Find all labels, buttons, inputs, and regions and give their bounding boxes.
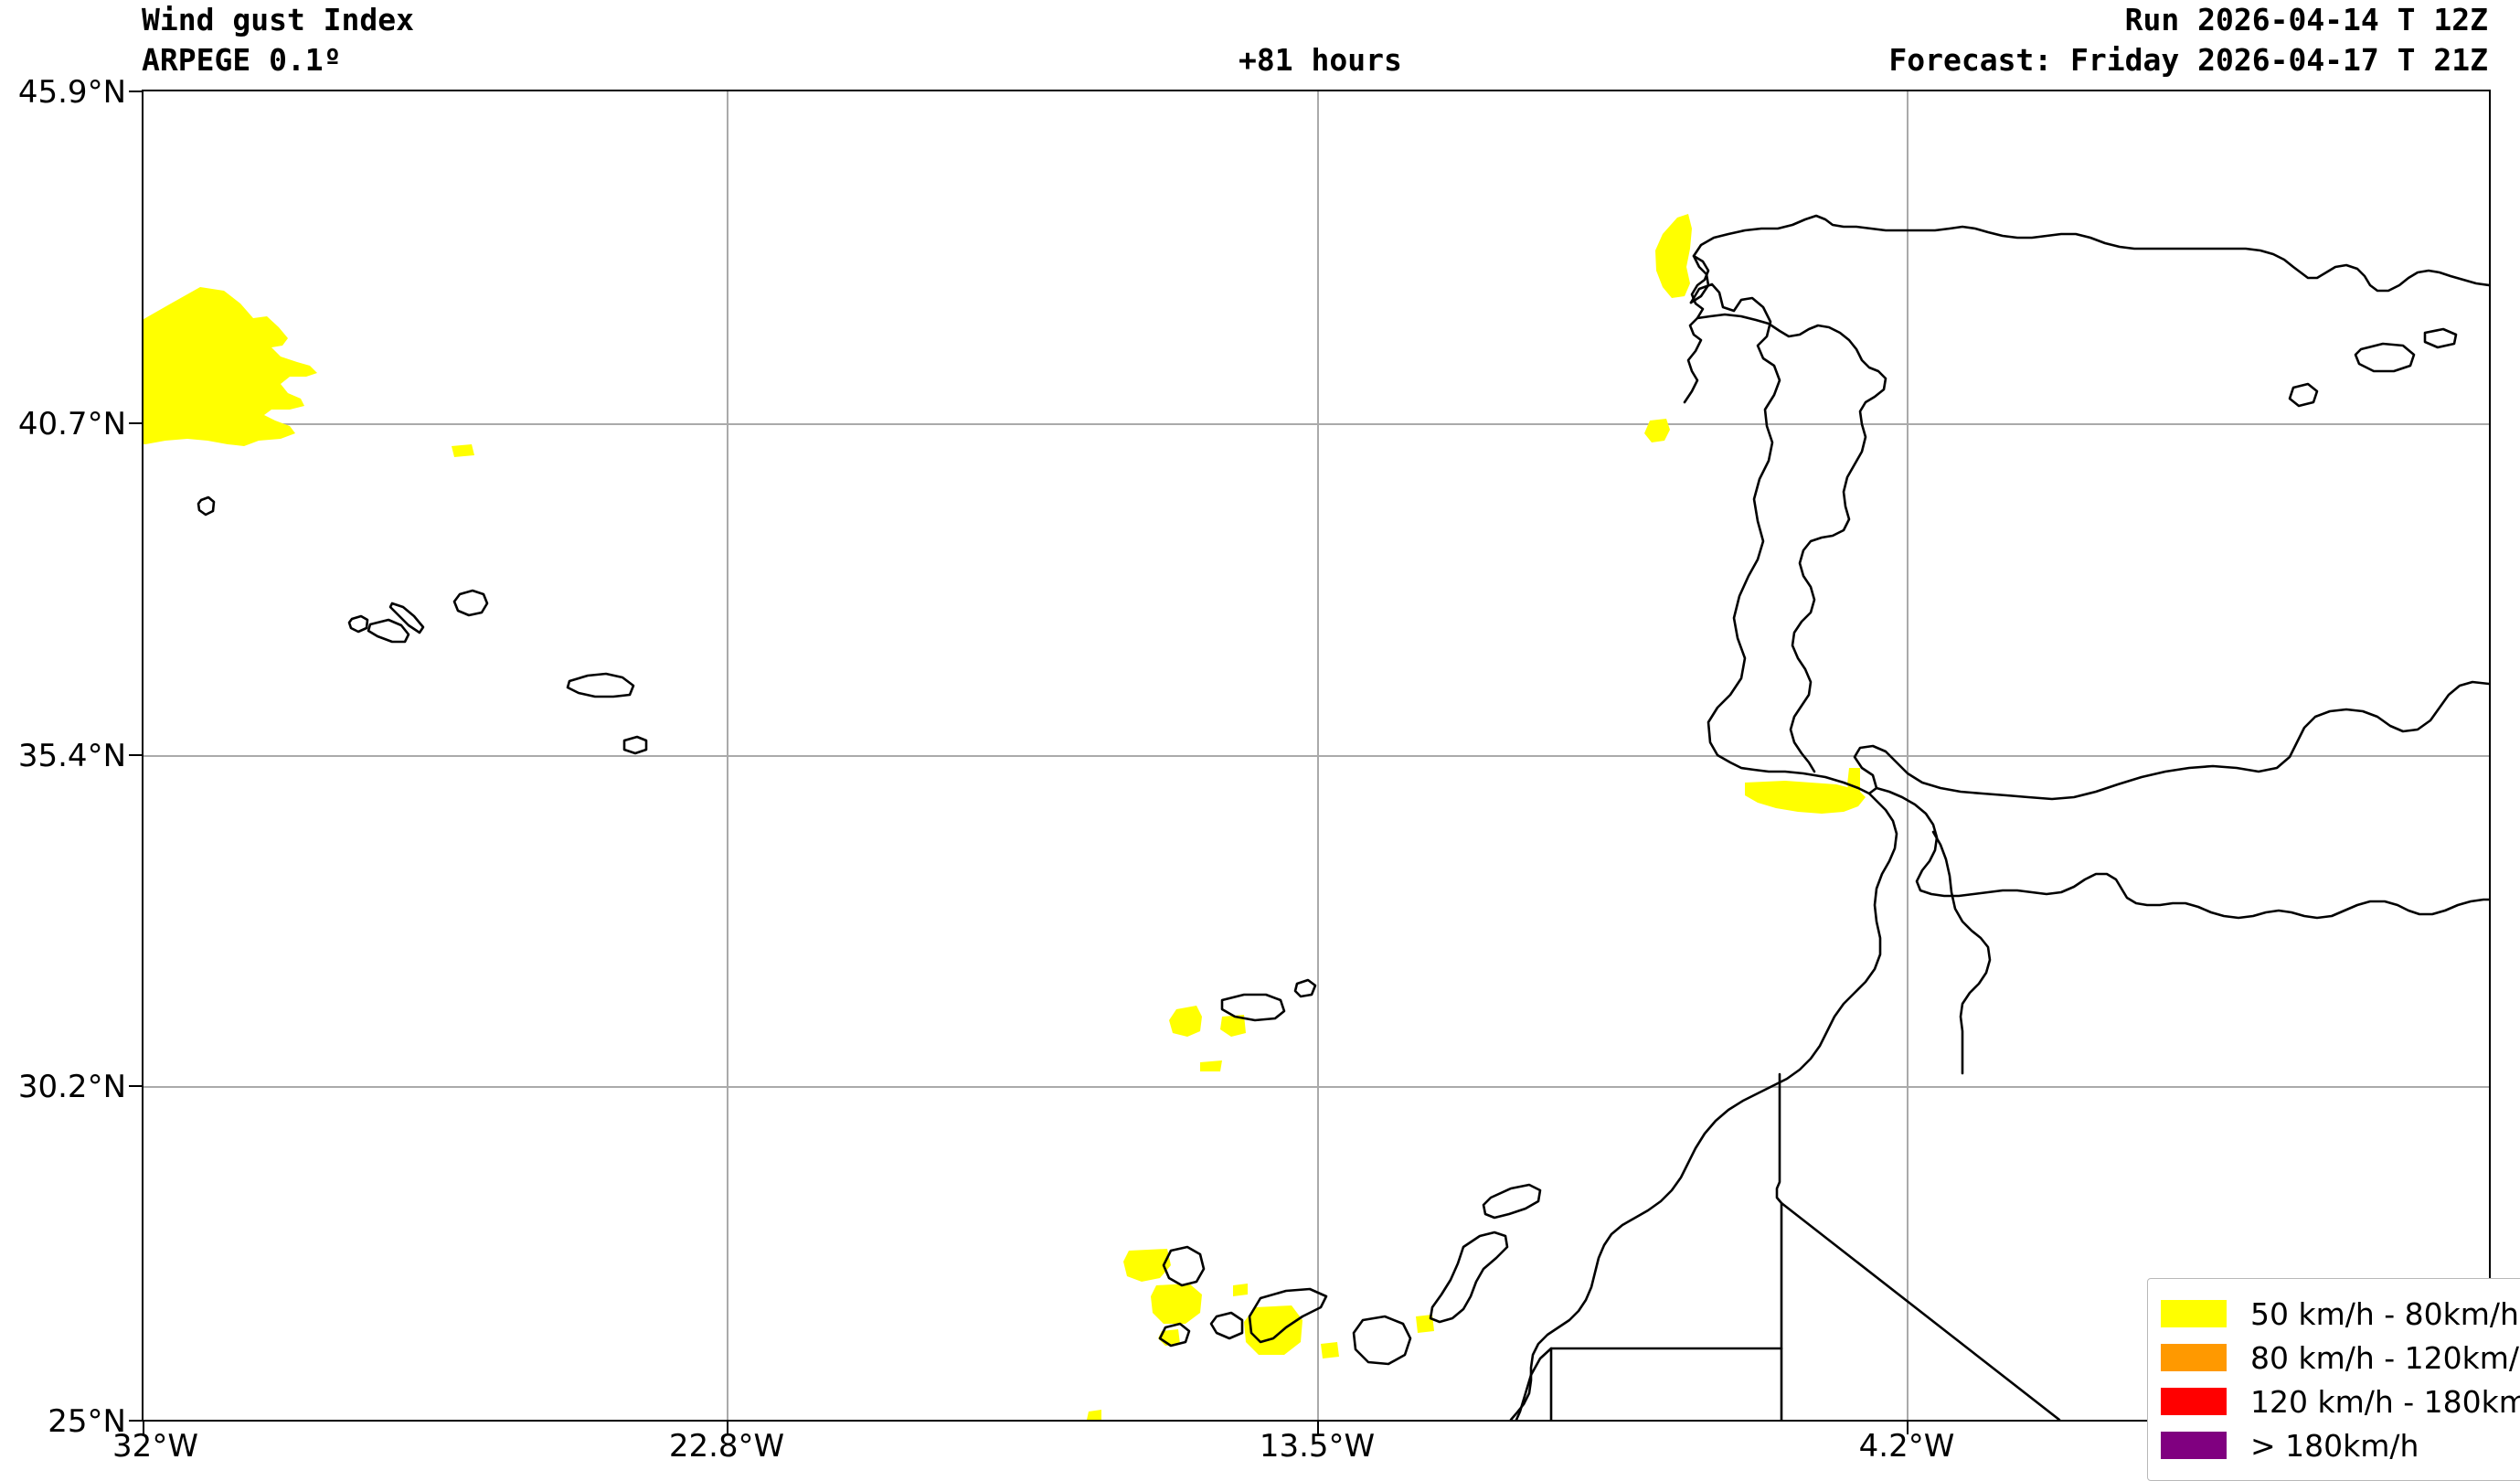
gust-canary-fuerteventura bbox=[1416, 1315, 1434, 1333]
legend-label-120-180: 120 km/h - 180km/h bbox=[2250, 1383, 2520, 1420]
run-timestamp: Run 2026-04-14 T 12Z bbox=[2124, 2, 2488, 37]
gust-canary-tenerife bbox=[1244, 1305, 1303, 1355]
island-ibiza bbox=[2288, 382, 2319, 408]
island-sao-miguel bbox=[566, 672, 635, 698]
border-sahara-coast-step bbox=[1515, 1347, 1553, 1420]
map-vector-layer bbox=[144, 91, 2489, 1420]
islands-madeira bbox=[1220, 978, 1317, 1022]
island-madeira bbox=[1220, 993, 1286, 1022]
island-flores bbox=[197, 495, 216, 517]
coastline-iberia bbox=[1689, 282, 2489, 801]
legend-label-80-120: 80 km/h - 120km/h bbox=[2250, 1339, 2520, 1376]
border-mauritania-diagonal bbox=[1780, 1201, 2061, 1420]
coastline-layer bbox=[197, 214, 2489, 1420]
y-tick-30-2 bbox=[129, 1085, 144, 1087]
gust-canary-gomera bbox=[1151, 1284, 1202, 1324]
y-tick-25 bbox=[129, 1420, 144, 1422]
chart-header: Wind gust Index ARPEGE 0.1º +81 hours Ru… bbox=[0, 0, 2520, 91]
islands-azores bbox=[197, 495, 648, 755]
y-axis-label-35-4: 35.4°N bbox=[17, 738, 126, 774]
island-terceira bbox=[452, 589, 489, 617]
island-santa-maria bbox=[622, 735, 648, 755]
legend-item-120-180: 120 km/h - 180km/h bbox=[2161, 1380, 2520, 1423]
x-tick-32w bbox=[143, 1422, 144, 1434]
gust-azores-central-large bbox=[144, 287, 317, 446]
x-axis-label-13-5w: 13.5°W bbox=[1259, 1428, 1376, 1465]
x-tick-13-5w bbox=[1317, 1422, 1319, 1434]
gust-azores-east-sliver bbox=[452, 444, 474, 457]
legend-swatch-orange bbox=[2161, 1344, 2227, 1371]
y-axis-label-25: 25°N bbox=[48, 1403, 126, 1440]
legend-item-over-180: > 180km/h bbox=[2161, 1423, 2520, 1467]
island-mallorca bbox=[2354, 342, 2416, 373]
gust-madeira-south bbox=[1200, 1060, 1222, 1071]
lead-time-label: +81 hours bbox=[1239, 42, 1402, 78]
legend-item-80-120: 80 km/h - 120km/h bbox=[2161, 1336, 2520, 1380]
x-axis-label-4-2w: 4.2°W bbox=[1858, 1428, 1955, 1465]
gust-gulf-of-cadiz bbox=[1745, 781, 1866, 814]
island-lanzarote bbox=[1482, 1183, 1542, 1220]
island-faial bbox=[347, 614, 369, 634]
coastline-maghreb-mediterranean bbox=[1875, 786, 2489, 920]
island-la-gomera bbox=[1209, 1311, 1244, 1340]
island-la-palma bbox=[1162, 1245, 1206, 1287]
coastline-iberia-north bbox=[1689, 214, 2489, 304]
gust-canary-gran-canaria bbox=[1321, 1342, 1339, 1358]
legend-label-over-180: > 180km/h bbox=[2250, 1427, 2419, 1464]
border-western-sahara bbox=[1775, 1072, 1783, 1420]
border-mauritania-north bbox=[1549, 1347, 1783, 1420]
graticule-gridlines bbox=[144, 91, 2489, 1420]
legend-swatch-purple bbox=[2161, 1432, 2227, 1459]
gust-cape-verde-north bbox=[1087, 1410, 1101, 1420]
island-porto-santo bbox=[1293, 978, 1317, 998]
island-sao-jorge bbox=[388, 602, 425, 634]
y-tick-40-7 bbox=[129, 422, 144, 424]
x-axis-label-32w: 32°W bbox=[112, 1428, 198, 1465]
gust-madeira-west bbox=[1169, 1006, 1202, 1037]
y-axis-label-30-2: 30.2°N bbox=[17, 1069, 126, 1105]
gust-gibraltar-strait bbox=[1847, 768, 1860, 801]
gust-portugal-west-coast bbox=[1644, 419, 1670, 442]
gust-madeira-se bbox=[1220, 1015, 1246, 1037]
islands-canary bbox=[1158, 1183, 1542, 1366]
y-axis-label-45-9: 45.9°N bbox=[17, 74, 126, 111]
model-subtitle: ARPEGE 0.1º bbox=[142, 42, 342, 78]
legend-box: 50 km/h - 80km/h 80 km/h - 120km/h 120 k… bbox=[2147, 1278, 2520, 1481]
x-tick-22-8w bbox=[727, 1422, 728, 1434]
border-morocco-algeria bbox=[1931, 830, 1992, 1075]
y-axis-label-40-7: 40.7°N bbox=[17, 406, 126, 442]
x-axis-label-22-8w: 22.8°W bbox=[668, 1428, 785, 1465]
legend-swatch-red bbox=[2161, 1388, 2227, 1415]
y-tick-35-4 bbox=[129, 754, 144, 756]
island-menorca bbox=[2423, 327, 2458, 349]
coastline-morocco bbox=[1509, 792, 1898, 1420]
island-tenerife bbox=[1248, 1287, 1328, 1344]
legend-label-50-80: 50 km/h - 80km/h bbox=[2250, 1295, 2519, 1332]
legend-item-50-80: 50 km/h - 80km/h bbox=[2161, 1292, 2520, 1336]
gust-galicia-coast bbox=[1655, 214, 1692, 298]
forecast-timestamp: Forecast: Friday 2026-04-17 T 21Z bbox=[1888, 42, 2488, 78]
legend-swatch-yellow bbox=[2161, 1300, 2227, 1327]
island-gran-canaria bbox=[1352, 1315, 1412, 1366]
island-el-hierro bbox=[1158, 1322, 1191, 1348]
islands-balearics bbox=[2288, 327, 2458, 408]
map-canvas bbox=[144, 91, 2489, 1420]
gust-canary-north-dash bbox=[1233, 1284, 1248, 1296]
island-pico bbox=[367, 618, 410, 644]
gust-layer-50-80 bbox=[144, 214, 2489, 1420]
coastline-galicia-rias bbox=[1683, 254, 1710, 404]
y-tick-45-9 bbox=[129, 91, 144, 92]
gust-canary-la-palma bbox=[1123, 1249, 1171, 1282]
page-title: Wind gust Index bbox=[142, 2, 415, 37]
island-fuerteventura bbox=[1429, 1231, 1509, 1324]
x-tick-4-2w bbox=[1907, 1422, 1909, 1434]
map-plot-area[interactable]: 50 km/h - 80km/h 80 km/h - 120km/h 120 k… bbox=[142, 90, 2520, 1481]
border-portugal-spain bbox=[1696, 313, 1887, 773]
